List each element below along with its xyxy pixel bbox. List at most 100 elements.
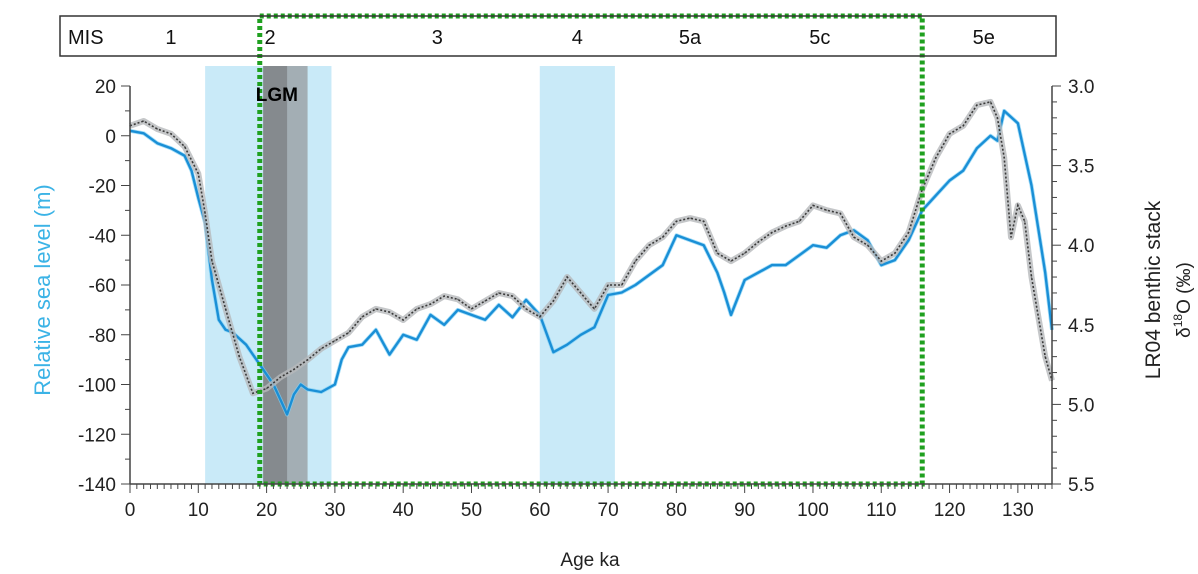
series-0-point	[286, 413, 288, 416]
axes: 0 10 20 30 40 50 60 70 80 90 100 110 120 130 20 0 -20 -40…	[78, 77, 1094, 521]
mis-stage-label: 1	[165, 27, 176, 49]
series-0-point	[388, 353, 391, 356]
series-1-point	[757, 241, 760, 243]
x-tick-label: 80	[666, 500, 687, 521]
series-0-point	[211, 279, 213, 281]
x-tick-label: 110	[866, 500, 896, 521]
series-1-point	[907, 231, 910, 234]
series-1-point	[1023, 220, 1026, 223]
series-1-point	[880, 260, 883, 262]
series-0-point	[170, 147, 172, 149]
series-1-point	[156, 128, 159, 130]
series-1-point	[839, 212, 842, 215]
series-1-point	[661, 236, 664, 239]
x-tick-label: 90	[734, 500, 755, 521]
series-1-point	[702, 220, 705, 223]
series-0-point	[457, 309, 459, 311]
series-1-point	[388, 311, 391, 313]
series-0-point	[340, 358, 343, 361]
series-1-point	[1003, 156, 1005, 159]
series-1-point	[224, 308, 227, 310]
series-1-point	[894, 252, 896, 254]
y-left-tick-label: 20	[95, 77, 116, 98]
series-0-point	[245, 343, 247, 346]
series-0-point	[299, 383, 302, 386]
series-1-point	[334, 339, 336, 342]
series-0-point	[866, 239, 869, 242]
series-0-point	[907, 239, 910, 242]
series-1-point	[197, 172, 200, 175]
series-1-point	[812, 204, 814, 207]
series-1-point	[183, 145, 186, 148]
series-1-point	[716, 252, 719, 254]
superscript-18: 18	[1171, 314, 1185, 328]
series-1-point	[1044, 355, 1046, 358]
series-1-point	[279, 376, 282, 379]
series-1-point	[320, 347, 323, 350]
y-right-tick-label: 5.5	[1068, 475, 1094, 496]
series-0-point	[429, 314, 432, 316]
shaded-region-3	[263, 66, 288, 484]
series-1-point	[996, 117, 999, 119]
series-0-point	[784, 264, 787, 266]
series-0-point	[525, 299, 527, 301]
series-1-point	[538, 316, 541, 318]
series-0-point	[743, 279, 746, 281]
x-tick-label: 0	[125, 500, 136, 521]
series-1-point	[293, 368, 295, 371]
series-1-point	[361, 316, 364, 318]
mis-stage-label: 5c	[809, 27, 830, 49]
x-tick-label: 10	[188, 500, 209, 521]
series-0-point	[976, 147, 978, 149]
series-0-point	[293, 393, 295, 396]
series-0-point	[771, 264, 773, 266]
series-1-point	[825, 209, 828, 211]
series-0-point	[347, 346, 350, 348]
series-1-point	[620, 284, 623, 286]
series-0-point	[511, 316, 514, 319]
series-1-point	[962, 125, 965, 127]
series-1-point	[552, 300, 555, 302]
series-1-point	[935, 156, 937, 159]
series-1-point	[784, 225, 787, 227]
series-0-point	[894, 259, 896, 261]
series-0-point	[416, 338, 418, 341]
series-1-point	[142, 120, 145, 122]
series-1-point	[976, 104, 978, 106]
series-1-point	[989, 101, 992, 103]
series-1-point	[648, 244, 650, 246]
series-0-point	[948, 179, 951, 182]
series-0-point	[142, 132, 145, 135]
series-1-point	[511, 295, 514, 297]
mis-stage-label: 5a	[679, 27, 702, 49]
mis-bar-frame	[59, 15, 1057, 57]
series-1-point	[457, 298, 459, 301]
series-1-point	[853, 236, 855, 239]
series-0-point	[470, 314, 473, 316]
series-0-point	[224, 328, 227, 331]
series-1-point	[265, 387, 268, 390]
x-axis-title: Age ka	[560, 550, 620, 571]
series-0-point	[880, 264, 883, 266]
y-left-tick-label: -140	[78, 475, 116, 496]
series-0-point	[839, 234, 842, 237]
y-left-tick-label: -120	[78, 425, 116, 446]
series-0-point	[730, 314, 732, 316]
series-1-point	[689, 217, 691, 219]
series-1-point	[416, 308, 418, 310]
x-tick-label: 60	[529, 500, 550, 521]
y-right-tick-label: 4.0	[1068, 236, 1094, 257]
series-0-point	[375, 328, 377, 331]
y-left-tick-label: -20	[89, 177, 116, 198]
mis-label: MIS	[68, 27, 104, 49]
series-1-point	[170, 132, 172, 135]
shaded-regions	[205, 66, 615, 484]
series-0-point	[552, 351, 555, 353]
y-left-tick-label: -100	[78, 376, 116, 397]
series-1-point	[306, 359, 309, 361]
oxygen-unit: O (‰)	[1174, 262, 1195, 314]
mis-stage-label: 4	[572, 27, 583, 49]
y-right-axis-title: LR04 benthic stack	[1142, 200, 1165, 379]
y-left-axis-title: Relative sea level (m)	[30, 184, 55, 396]
